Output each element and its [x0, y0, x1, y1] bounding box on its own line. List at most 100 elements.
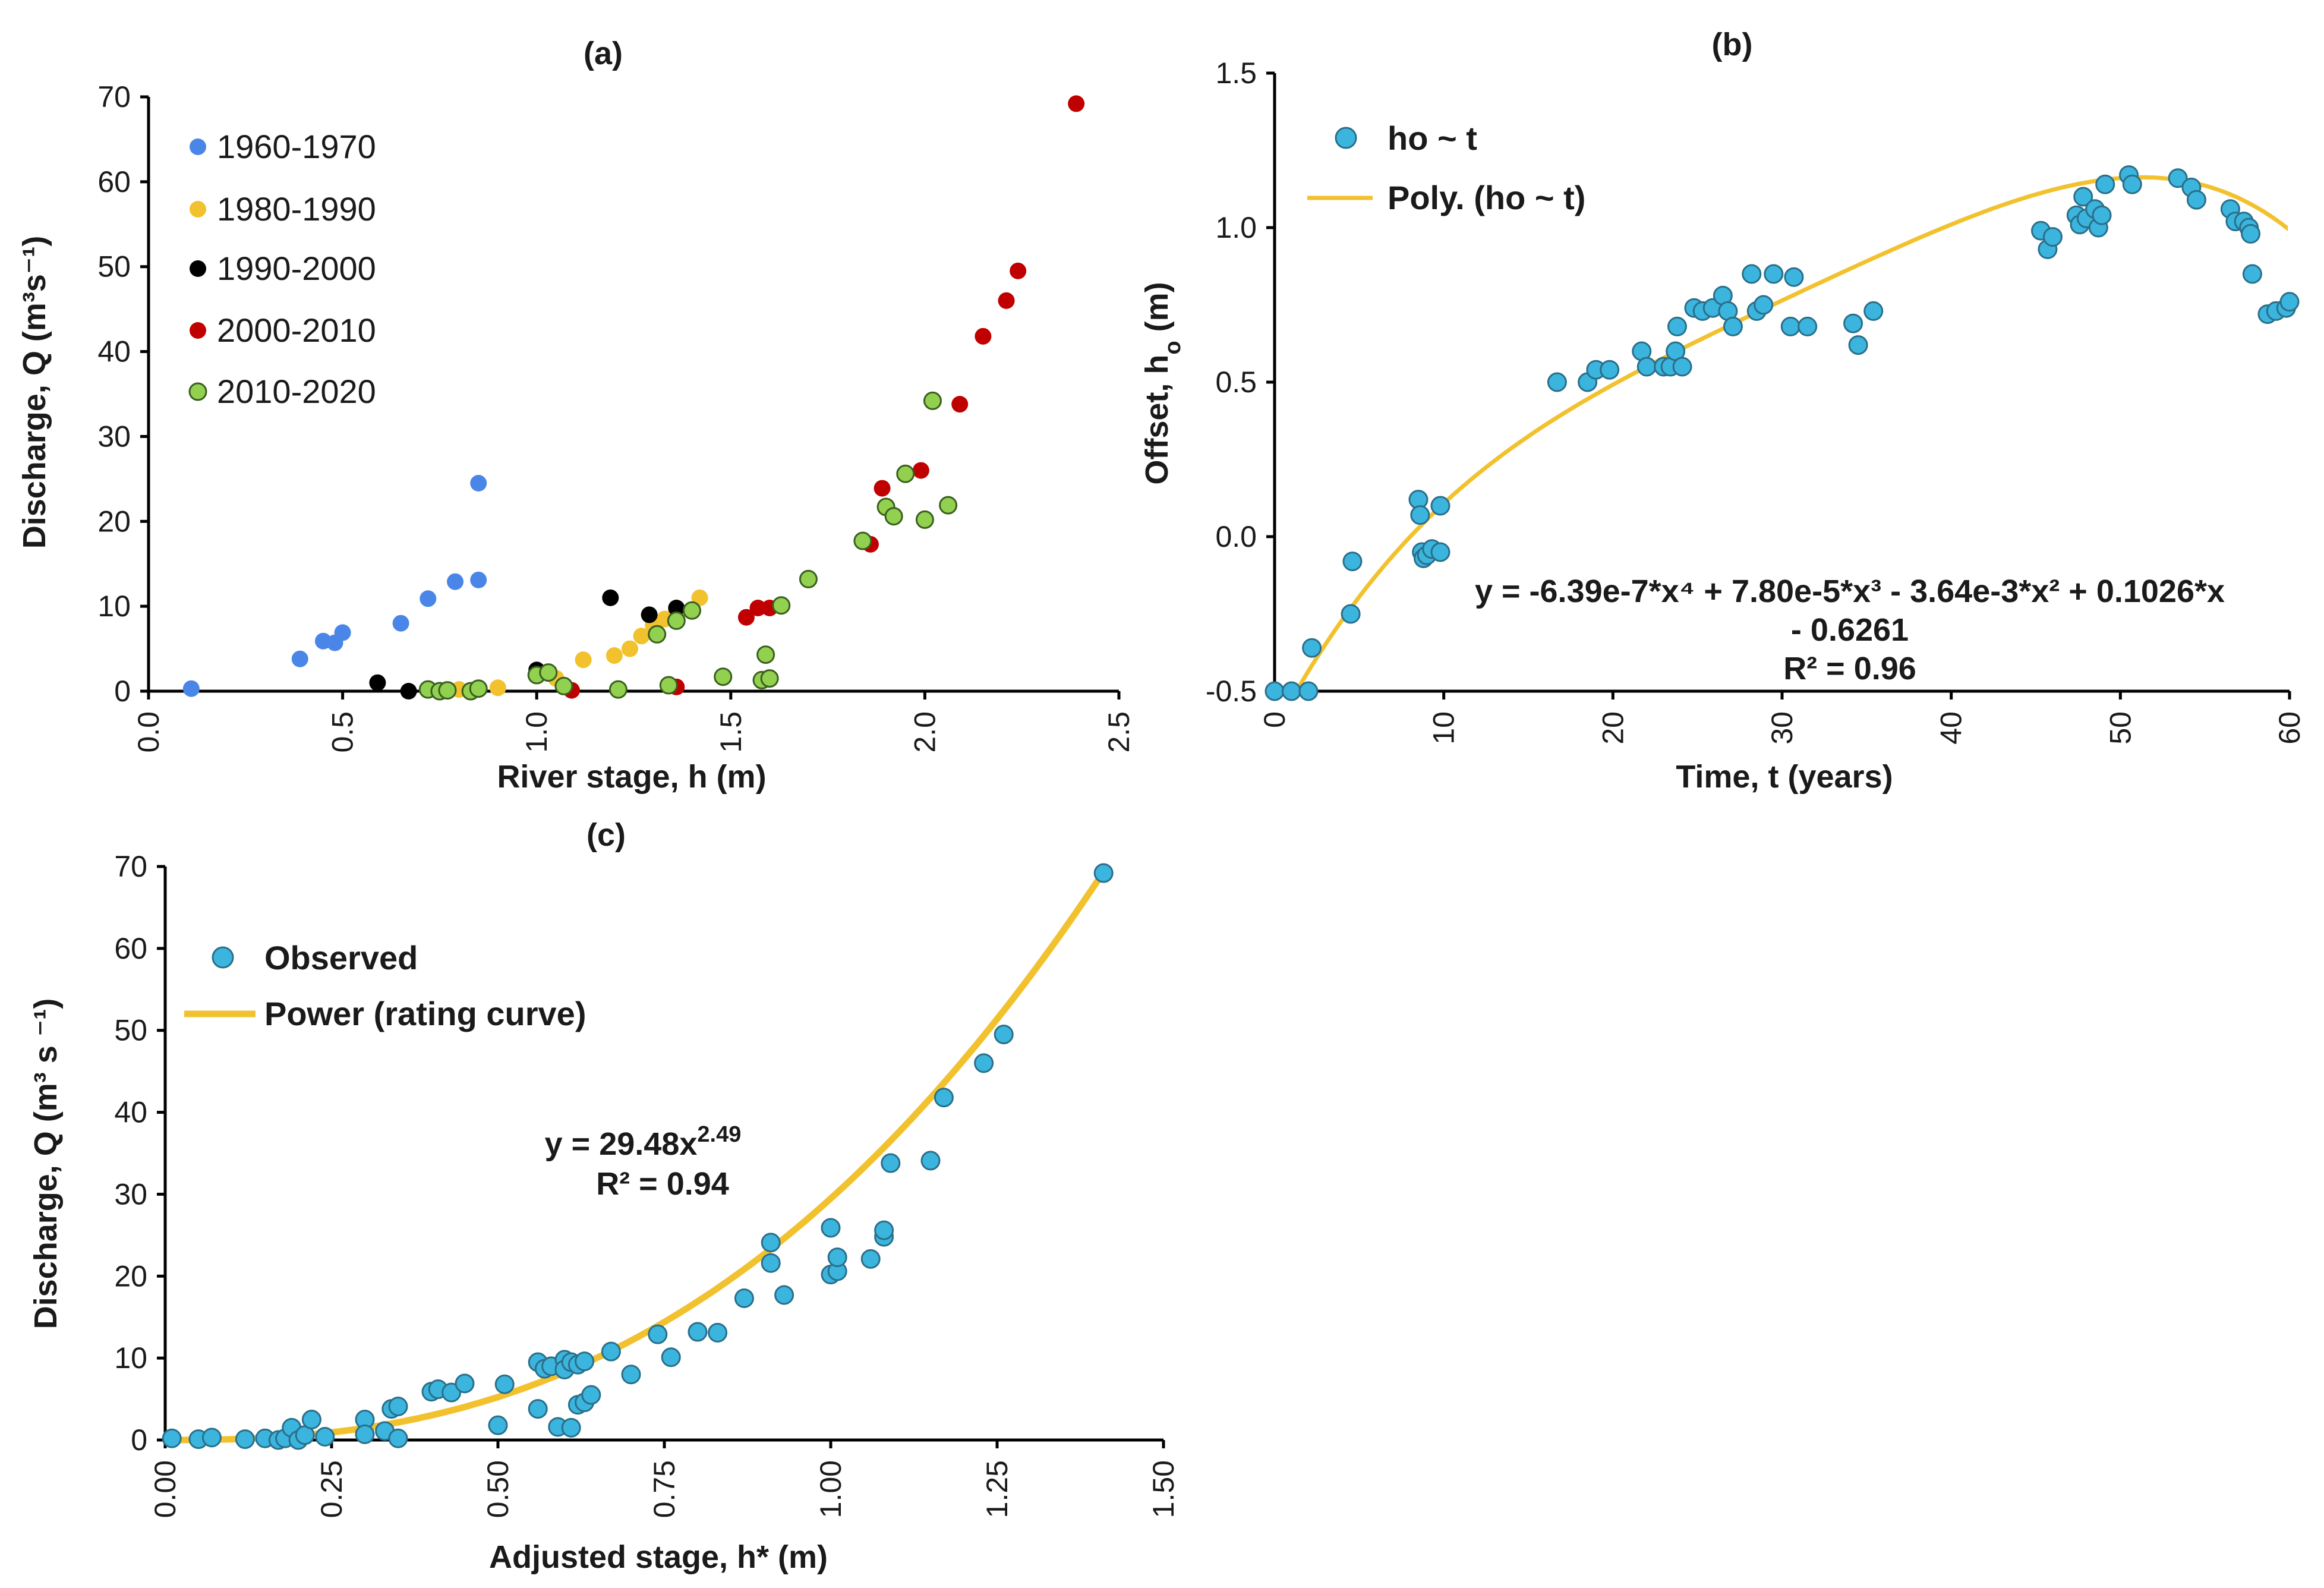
point-1960-1970: [182, 680, 200, 697]
point-1990-2000: [668, 600, 685, 616]
point-2010-2020: [760, 669, 779, 688]
legend-marker-1960-1970: [190, 138, 206, 155]
point-2010-2020: [608, 680, 627, 699]
point-ho-t: [1430, 542, 1450, 562]
point-2010-2020: [438, 681, 457, 700]
panel-b-x-tick-label: 20: [1596, 711, 1629, 745]
point-observed: [315, 1426, 335, 1447]
panel-b-equation-line2: - 0.6261: [1791, 612, 1909, 648]
point-1980-1990: [606, 647, 623, 664]
panel-b-x-tick-label: 40: [1935, 711, 1968, 745]
point-2010-2020: [667, 611, 686, 630]
point-ho-t: [2279, 292, 2300, 312]
point-ho-t: [1302, 638, 1322, 658]
panel-b-y-label-main: Offset, h: [1139, 355, 1175, 485]
point-observed: [920, 1151, 941, 1171]
point-ho-t: [2241, 223, 2261, 244]
point-observed: [455, 1373, 475, 1394]
legend-label-1960-1970: 1960-1970: [217, 128, 376, 165]
panel-a-y-label: Discharge, Q (m³s⁻¹): [17, 236, 52, 549]
point-observed: [761, 1233, 781, 1253]
panel-c-ticks: 0.00 0.25 0.50 0.75 1.00 1.25 1.50 0 10 20 30 40 50 6…: [114, 850, 1180, 1518]
legend-label-ho-t: ho ~ t: [1388, 119, 1477, 157]
point-observed: [827, 1247, 847, 1268]
point-ho-t: [1547, 372, 1567, 392]
panel-a-y-tick-label: 70: [97, 80, 131, 114]
panel-b-x-tick-label: 50: [2104, 711, 2137, 745]
panel-b-x-tick-label: 0: [1258, 711, 1291, 728]
panel-b-r-squared: R² = 0.96: [1783, 651, 1916, 686]
point-2010-2020: [756, 645, 775, 664]
point-1990-2000: [369, 674, 386, 691]
point-observed: [528, 1399, 548, 1419]
legend-marker-1990-2000: [190, 260, 206, 277]
point-ho-t: [1754, 295, 1774, 315]
point-observed: [355, 1424, 375, 1444]
legend-marker-2010-2020: [188, 382, 207, 401]
point-1980-1990: [621, 640, 638, 657]
point-1960-1970: [447, 573, 464, 590]
point-2010-2020: [539, 663, 558, 682]
point-2000-2010: [1010, 262, 1027, 279]
point-1960-1970: [291, 650, 308, 667]
point-2010-2020: [659, 676, 678, 695]
point-2010-2020: [853, 531, 872, 550]
panel-c-title: (c): [586, 817, 626, 853]
panel-b-y-label: Offset, ho (m): [1139, 282, 1185, 484]
point-ho-t: [1780, 316, 1800, 336]
point-ho-t: [1430, 496, 1450, 516]
point-ho-t: [1281, 681, 1301, 701]
point-2010-2020: [554, 676, 573, 695]
panel-a-x-tick-label: 1.5: [714, 711, 748, 753]
panel-b-title: (b): [1712, 27, 1753, 62]
point-observed: [201, 1428, 222, 1448]
point-2010-2020: [939, 496, 958, 515]
point-observed: [162, 1428, 182, 1448]
point-ho-t: [1863, 301, 1884, 321]
point-1990-2000: [400, 683, 417, 700]
point-observed: [235, 1429, 255, 1450]
panel-c-x-tick-label: 0.25: [315, 1460, 348, 1518]
point-ho-t: [1636, 357, 1657, 377]
panel-c-y-label: Discharge, Q (m³ s ⁻¹): [28, 998, 64, 1329]
point-1960-1970: [334, 624, 351, 641]
point-ho-t: [2042, 227, 2063, 247]
panel-a-y-tick-label: 40: [97, 335, 131, 368]
panel-a: (a) 0.0 0.5 1.0 1.5 2.0 2.5 0 10 20 30 40 50 60 70 Ri…: [17, 36, 1136, 795]
panel-a-points: [182, 95, 1085, 701]
legend-label-1980-1990: 1980-1990: [217, 190, 376, 228]
point-observed: [708, 1322, 728, 1343]
point-observed: [488, 1415, 508, 1435]
panel-a-legend: 1960-1970 1980-1990 1990-2000 2000-2010 …: [188, 128, 376, 410]
panel-c-x-tick-label: 0.75: [648, 1460, 681, 1518]
point-observed: [388, 1428, 408, 1448]
panel-a-x-label: River stage, h (m): [497, 759, 766, 795]
panel-c-equation: y = 29.48x2.49: [545, 1122, 742, 1162]
legend-label-2000-2010: 2000-2010: [217, 311, 376, 349]
point-observed: [494, 1374, 515, 1394]
panel-c-y-tick-label: 50: [114, 1014, 147, 1047]
point-2010-2020: [884, 507, 903, 526]
panel-b-y-tick-label: 1.0: [1215, 211, 1257, 244]
panel-b-equation-line1: y = -6.39e-7*x⁴ + 7.80e-5*x³ - 3.64e-3*x…: [1475, 574, 2225, 609]
point-2010-2020: [714, 667, 733, 686]
panel-b-ticks: 0 10 20 30 40 50 60 -0.5 0.0 0.5 1.0 1.5: [1206, 56, 2306, 745]
point-ho-t: [2168, 168, 2188, 188]
panel-b-y-tick-label: 0.5: [1215, 366, 1257, 399]
panel-b-x-tick-label: 30: [1765, 711, 1799, 745]
panel-a-y-tick-label: 50: [97, 250, 131, 283]
panel-b-legend: ho ~ t Poly. (ho ~ t): [1307, 119, 1585, 216]
panel-c-x-tick-label: 1.50: [1147, 1460, 1180, 1518]
point-observed: [874, 1220, 894, 1240]
point-1960-1970: [420, 590, 437, 607]
panel-a-x-tick-label: 2.5: [1102, 711, 1136, 753]
panel-a-y-tick-label: 0: [114, 675, 131, 708]
legend-marker-2000-2010: [190, 322, 206, 339]
point-observed: [761, 1253, 781, 1273]
panel-a-x-tick-label: 0.0: [132, 711, 165, 753]
panel-b-poly-fit-line: [1293, 175, 2288, 692]
point-2000-2010: [998, 292, 1015, 309]
point-ho-t: [1342, 552, 1363, 572]
point-2010-2020: [923, 391, 942, 410]
